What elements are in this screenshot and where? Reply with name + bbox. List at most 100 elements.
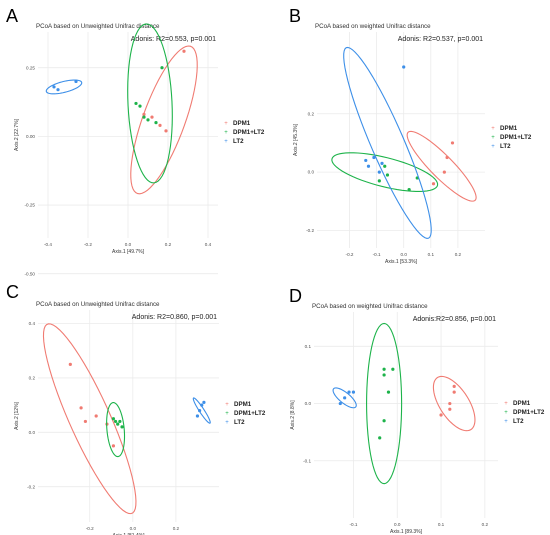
data-point: [439, 413, 443, 417]
y-axis-label: Axis.2 [12%]: [14, 401, 20, 429]
data-point: [366, 164, 371, 168]
legend-label: DPM1+LT2: [234, 410, 266, 417]
data-point: [154, 121, 158, 125]
data-point: [351, 390, 356, 394]
data-point: [120, 425, 124, 429]
data-point: [79, 406, 83, 410]
data-point: [56, 88, 60, 92]
data-point: [52, 85, 56, 89]
data-point: [142, 115, 146, 119]
data-point: [158, 123, 162, 127]
y-tick-label: -0.1: [303, 458, 311, 463]
adonis-annotation: Adonis: R2=0.553, p=0.001: [131, 36, 216, 43]
panel-A: A PCoA based on Unweighted Unifrac distan…: [6, 6, 265, 276]
adonis-annotation: Adonis: R2=0.860, p=0.001: [132, 314, 217, 321]
x-axis-label: Axis.1 [49.7%]: [112, 249, 145, 255]
data-point: [160, 66, 164, 70]
legend-label: LT2: [234, 419, 245, 426]
x-tick-label: -0.1: [349, 522, 357, 527]
y-tick-label: 0.25: [26, 65, 35, 70]
legend-marker-icon: +: [491, 135, 495, 141]
chart-title: PCoA based on Unweighted Unifrac distanc…: [36, 301, 160, 308]
data-point: [164, 129, 168, 133]
data-point: [377, 179, 381, 183]
panel-C: C PCoA based on Unweighted Unifrac distan…: [6, 282, 266, 535]
legend-label: LT2: [233, 138, 244, 145]
x-tick-label: -0.1: [373, 252, 381, 257]
adonis-annotation: Adonis: R2=0.537, p=0.001: [398, 36, 483, 43]
x-tick-label: 0.4: [205, 242, 212, 247]
data-point: [402, 65, 406, 69]
legend-label: LT2: [513, 418, 524, 425]
data-point: [134, 101, 138, 106]
data-point: [347, 390, 351, 394]
data-point: [383, 164, 387, 168]
x-tick-label: 0.2: [482, 522, 489, 527]
data-point: [150, 115, 154, 119]
panel-letter: D: [289, 286, 302, 306]
ellipse-dpm1-lt2: [366, 322, 403, 485]
data-point: [452, 390, 456, 394]
chart-title: PCoA based on weighted Unifrac distance: [312, 303, 428, 310]
plot-area: [314, 312, 498, 518]
data-point: [378, 436, 382, 440]
ellipse-dpm1-lt2: [106, 402, 126, 458]
legend-marker-icon: +: [225, 411, 229, 417]
y-tick-label: 0.00: [26, 134, 35, 139]
data-point: [391, 367, 395, 371]
data-point: [118, 419, 122, 424]
data-point: [452, 384, 456, 388]
legend-marker-icon: +: [224, 121, 228, 127]
adonis-annotation: Adonis:R2=0.856, p=0.001: [413, 316, 496, 323]
data-point: [386, 390, 391, 394]
data-point: [182, 49, 186, 53]
legend-label: DPM1+LT2: [500, 134, 532, 141]
data-point: [448, 401, 452, 406]
data-point: [385, 173, 390, 177]
ellipse-dpm1: [130, 45, 198, 195]
legend-marker-icon: +: [224, 130, 228, 136]
x-axis-label: Axis.1 [81.4%]: [113, 533, 146, 535]
ellipse-dpm1-lt2: [127, 23, 173, 184]
plot-area: [38, 310, 219, 522]
x-tick-label: 0.0: [125, 242, 132, 247]
legend-label: DPM1: [500, 125, 518, 132]
chart-title: PCoA based on Unweighted Unifrac distanc…: [36, 23, 160, 30]
x-tick-label: 0.0: [401, 252, 408, 257]
y-tick-label: -0.25: [25, 203, 36, 208]
ellipse-lt2: [192, 397, 211, 424]
data-point: [448, 407, 452, 411]
data-point: [338, 401, 342, 406]
x-tick-label: 0.0: [394, 522, 401, 527]
legend-label: DPM1+LT2: [233, 129, 265, 136]
y-tick-label: 0.0: [305, 401, 312, 406]
data-point: [450, 141, 455, 145]
legend-marker-icon: +: [504, 401, 508, 407]
legend-label: DPM1: [513, 400, 531, 407]
panel-D: D PCoA based on weighted Unifrac distance…: [289, 286, 545, 535]
y-tick-label: -0.50: [25, 271, 36, 276]
x-tick-label: 0.0: [130, 526, 137, 531]
x-tick-label: 0.1: [438, 522, 445, 527]
data-point: [142, 112, 146, 116]
data-point: [382, 367, 386, 371]
ellipse-lt2: [332, 387, 357, 409]
data-point: [68, 362, 72, 366]
data-point: [407, 188, 411, 192]
panel-letter: B: [289, 6, 301, 26]
data-point: [364, 158, 368, 163]
legend-label: DPM1: [234, 401, 252, 408]
ellipse-lt2: [45, 79, 83, 95]
data-point: [382, 373, 386, 377]
y-tick-label: -0.2: [306, 228, 314, 233]
data-point: [138, 104, 142, 108]
y-axis-label: Axis.2 [8.8%]: [290, 400, 296, 430]
ellipse-lt2: [343, 46, 432, 239]
panel-B: B PCoA based on weighted Unifrac distance…: [289, 6, 532, 265]
panel-letter: A: [6, 6, 18, 26]
data-point: [380, 161, 384, 165]
y-tick-label: 0.1: [305, 344, 312, 349]
data-point: [200, 403, 204, 407]
legend-marker-icon: +: [504, 419, 508, 425]
